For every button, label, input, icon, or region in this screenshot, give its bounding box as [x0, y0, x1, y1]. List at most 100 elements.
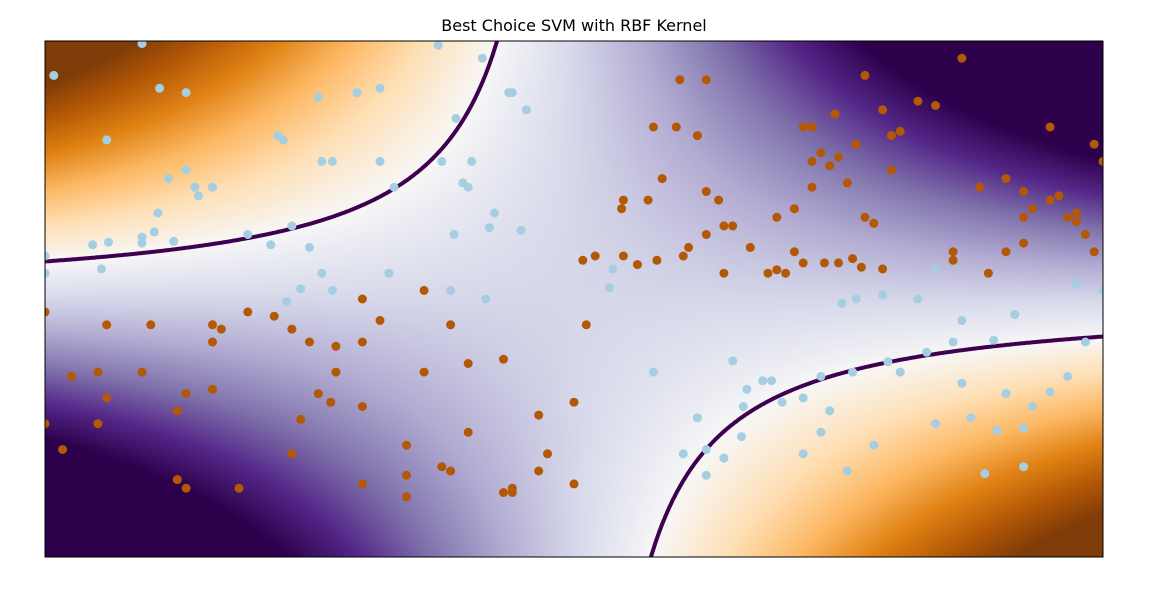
data-point-orange [357, 402, 367, 411]
data-point-orange [208, 320, 217, 330]
data-point-orange [617, 204, 627, 214]
data-point-orange [287, 449, 297, 459]
data-point-orange [1080, 230, 1090, 239]
data-point-blue [798, 393, 808, 403]
data-point-orange [772, 212, 782, 222]
data-point-orange [93, 419, 103, 429]
data-point-orange [102, 393, 112, 403]
data-point-blue [728, 356, 738, 366]
data-point-orange [618, 251, 628, 261]
data-point-orange [437, 462, 447, 472]
data-point-blue [181, 88, 191, 98]
data-point-blue [375, 156, 385, 166]
data-point-orange [825, 161, 835, 171]
data-point-blue [719, 453, 729, 463]
data-point-orange [243, 307, 253, 317]
data-point-blue [931, 264, 940, 274]
data-point-blue [816, 371, 826, 381]
data-point-orange [675, 75, 685, 85]
data-point-blue [816, 427, 826, 437]
data-point-orange [886, 131, 896, 141]
data-point-orange [1054, 191, 1064, 201]
data-point-orange [181, 483, 191, 493]
data-point-orange [842, 178, 852, 188]
data-point-orange [534, 466, 544, 476]
data-point-blue [102, 135, 112, 145]
data-point-orange [326, 397, 336, 407]
data-point-orange [633, 260, 642, 270]
data-point-blue [851, 294, 861, 304]
data-point-blue [375, 83, 385, 93]
data-point-orange [172, 406, 182, 416]
data-point-orange [869, 218, 879, 228]
data-point-orange [172, 475, 182, 485]
data-point-blue [137, 238, 147, 248]
data-point-orange [1019, 238, 1029, 248]
data-point-orange [781, 268, 791, 278]
data-point-blue [327, 156, 337, 166]
data-point-blue [869, 440, 879, 450]
decision-boundary-left [45, 41, 500, 264]
data-point-orange [578, 255, 588, 265]
data-point-blue [948, 337, 958, 347]
data-point-blue [604, 283, 614, 293]
data-point-blue [49, 70, 59, 80]
data-point-orange [975, 182, 985, 192]
data-point-orange [446, 466, 456, 476]
data-point-orange [856, 262, 866, 272]
data-point-blue [678, 449, 688, 459]
data-point-orange [789, 247, 799, 257]
data-point-orange [313, 389, 323, 399]
data-point-orange [948, 255, 958, 265]
data-point-orange [93, 367, 103, 377]
data-point-blue [446, 285, 456, 295]
data-point-orange [305, 337, 314, 347]
data-point-blue [1001, 389, 1011, 399]
data-point-orange [137, 367, 147, 377]
data-point-orange [648, 122, 658, 132]
data-point-orange [446, 320, 456, 330]
data-point-orange [357, 337, 367, 347]
data-point-blue [463, 182, 473, 192]
data-point-orange [402, 440, 411, 450]
data-point-blue [449, 230, 459, 239]
data-point-blue [477, 53, 487, 63]
data-point-blue [389, 182, 399, 192]
data-point-orange [402, 492, 411, 502]
data-point-orange [463, 359, 473, 368]
data-point-blue [155, 83, 165, 93]
data-point-orange [402, 470, 411, 480]
data-point-orange [618, 195, 628, 205]
data-point-blue [149, 227, 159, 237]
data-point-blue [957, 378, 967, 388]
data-point-blue [45, 251, 50, 261]
data-point-orange [296, 414, 306, 424]
data-point-blue [88, 240, 98, 250]
data-point-orange [208, 337, 217, 347]
data-point-blue [989, 335, 999, 345]
data-point-orange [1019, 212, 1029, 222]
data-point-orange [931, 101, 940, 110]
data-point-blue [451, 113, 461, 123]
data-point-blue [825, 406, 835, 416]
data-point-orange [1001, 247, 1011, 257]
data-point-orange [772, 265, 782, 275]
data-point-blue [895, 367, 905, 377]
data-point-orange [807, 182, 817, 192]
data-point-orange [957, 53, 967, 63]
data-point-blue [1045, 387, 1055, 397]
data-point-blue [957, 316, 967, 325]
data-point-orange [848, 254, 858, 264]
data-point-orange [714, 195, 724, 205]
data-point-orange [331, 341, 341, 351]
data-point-orange [102, 320, 112, 330]
data-point-blue [433, 41, 443, 50]
data-point-blue [313, 92, 323, 102]
data-point-blue [181, 165, 191, 175]
data-point-orange [851, 139, 861, 149]
data-point-blue [1072, 279, 1081, 288]
data-point-orange [1072, 208, 1081, 218]
data-point-blue [701, 445, 711, 454]
data-point-orange [684, 242, 694, 252]
